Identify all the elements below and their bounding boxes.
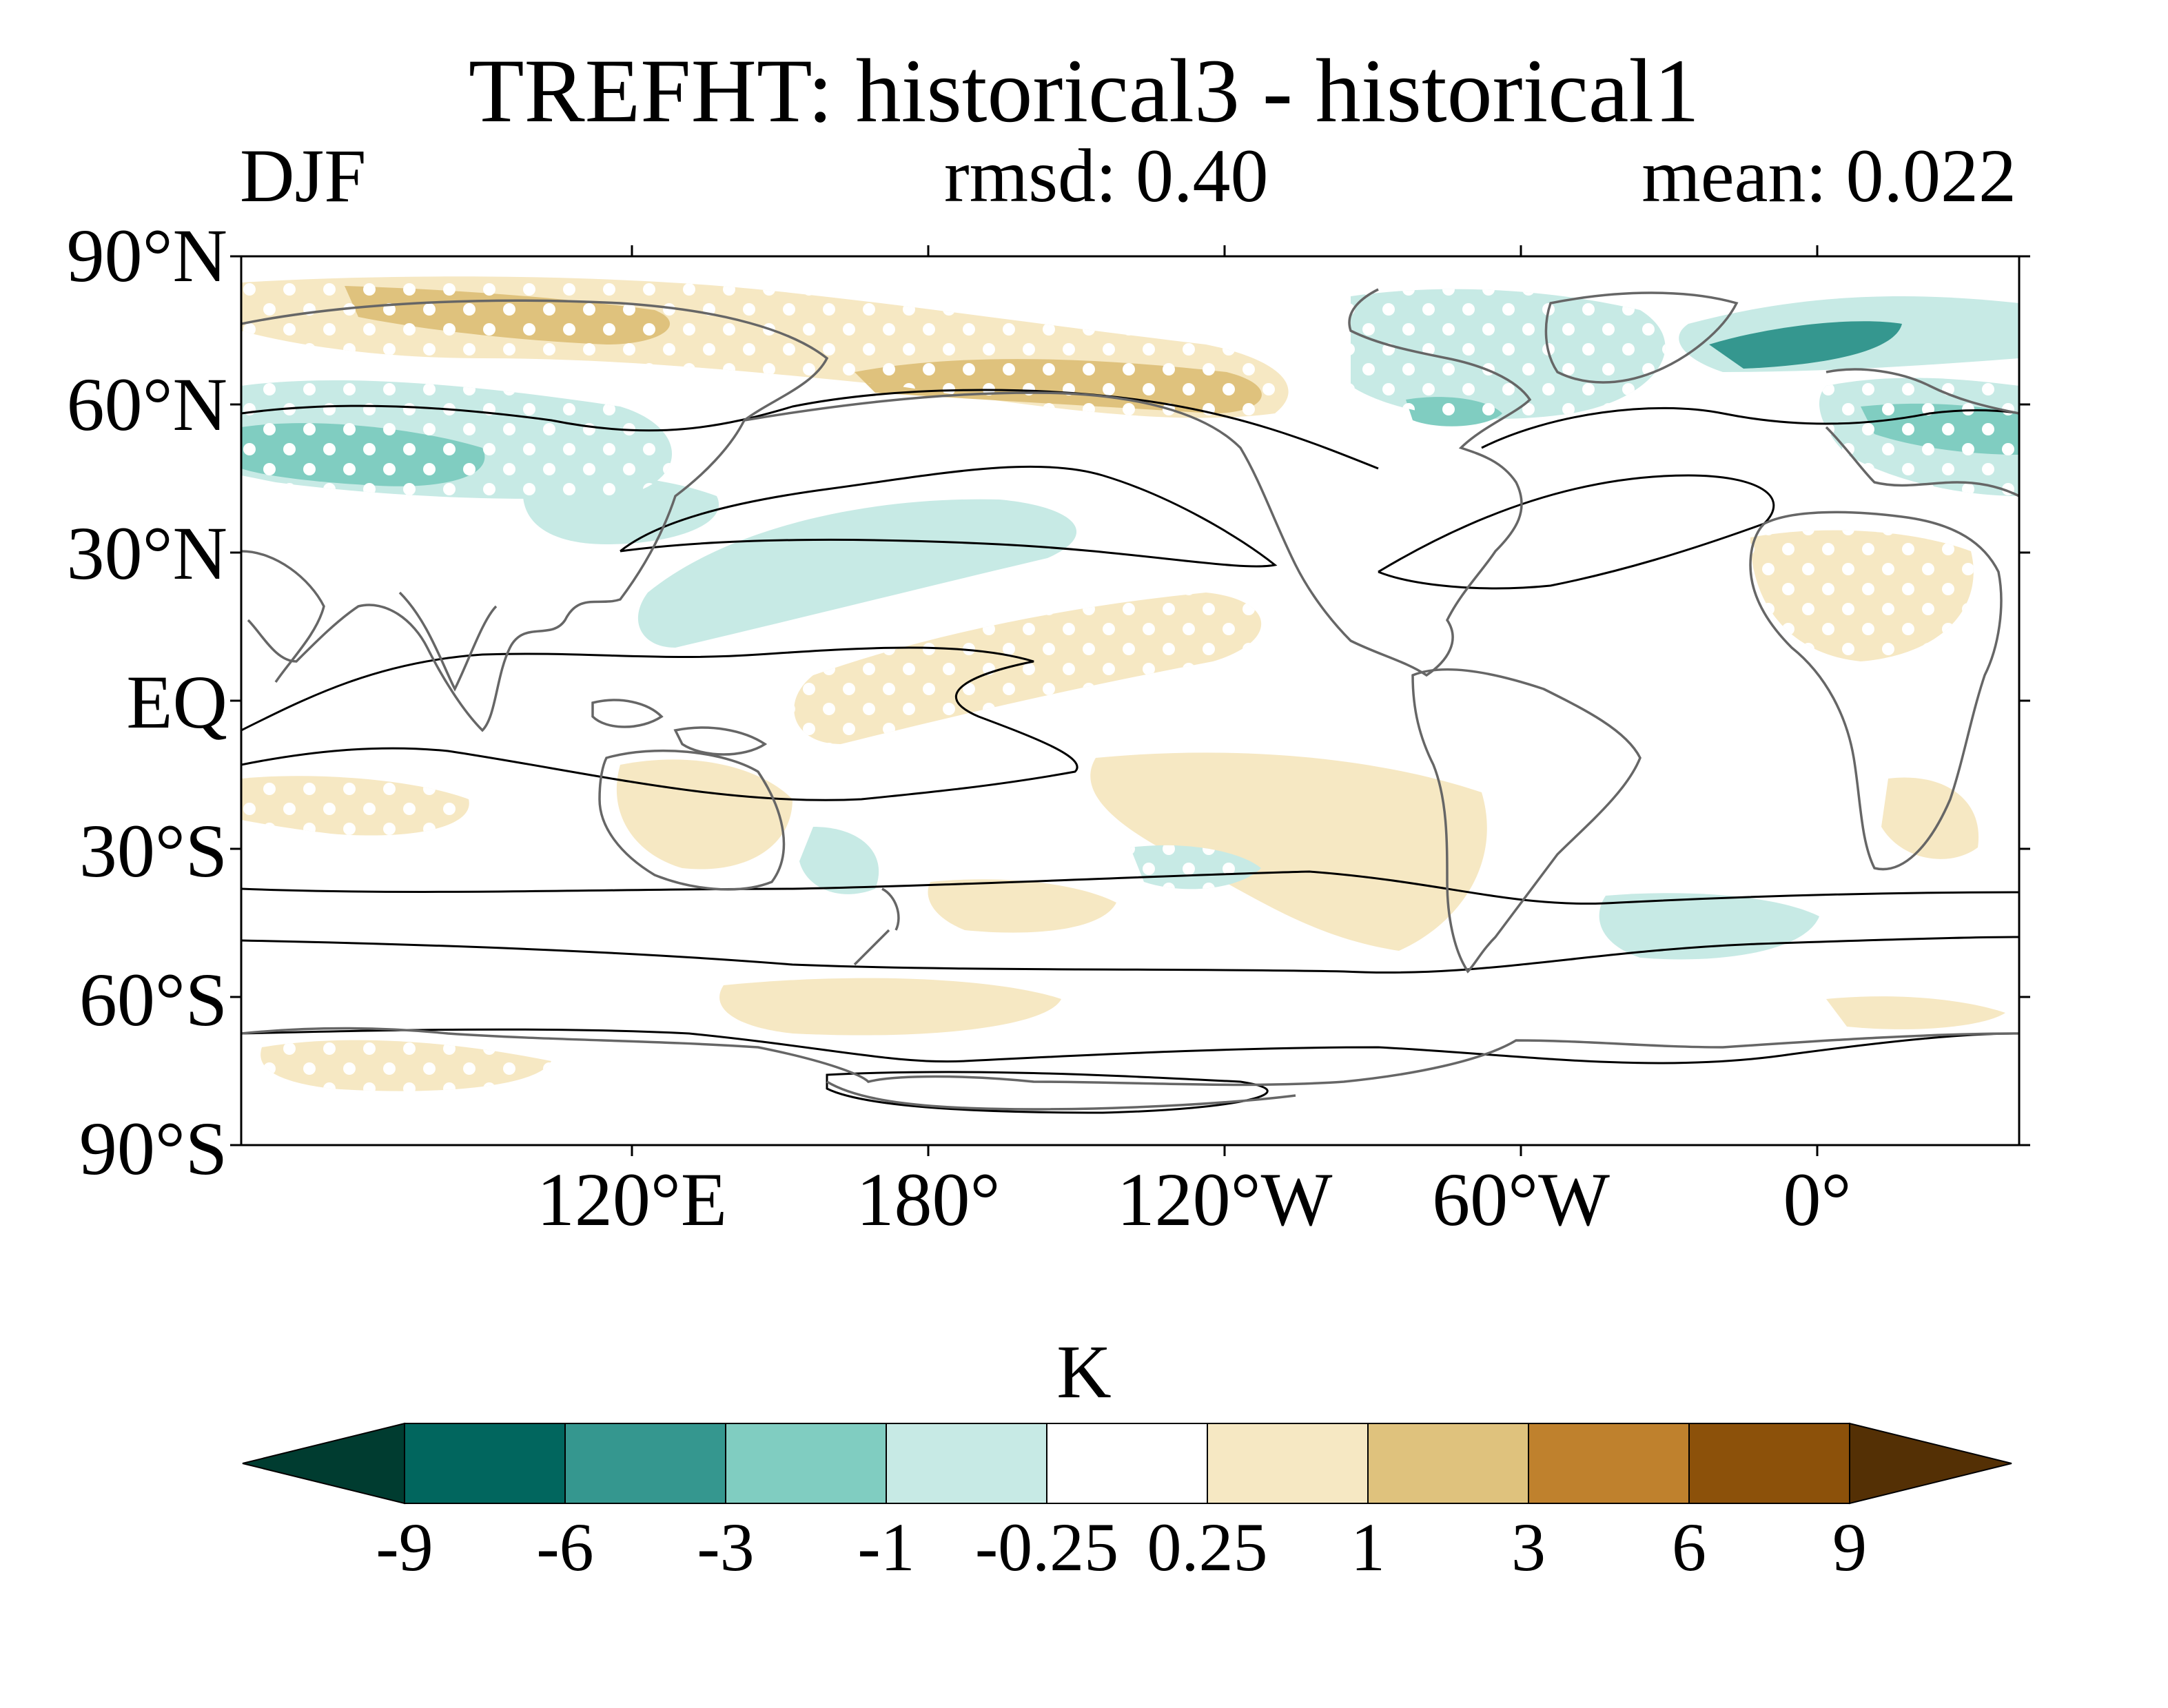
axis-ticks xyxy=(230,245,2030,1156)
colorbar-label-pos1: 1 xyxy=(1351,1509,1385,1585)
colorbar-segment xyxy=(1207,1423,1369,1504)
colorbar-segment xyxy=(725,1423,887,1504)
lat-label-90n: 90°N xyxy=(66,214,227,298)
colorbar-label-neg025: -0.25 xyxy=(974,1509,1119,1585)
colorbar xyxy=(242,1422,2012,1505)
colorbar-label-neg3: -3 xyxy=(697,1509,755,1585)
season-label: DJF xyxy=(240,134,367,218)
lat-label-60s: 60°S xyxy=(79,958,227,1042)
colorbar-label-neg1: -1 xyxy=(857,1509,915,1585)
colorbar-segment xyxy=(404,1423,566,1504)
lat-label-90s: 90°S xyxy=(79,1107,227,1191)
colorbar-segment xyxy=(886,1423,1047,1504)
colorbar-label-pos3: 3 xyxy=(1511,1509,1546,1585)
colorbar-label-pos6: 6 xyxy=(1672,1509,1706,1585)
significance-stippling xyxy=(241,276,2019,1091)
colorbar-label-pos025: 0.25 xyxy=(1147,1509,1268,1585)
colorbar-label-neg6: -6 xyxy=(536,1509,594,1585)
lat-label-30s: 30°S xyxy=(79,809,227,893)
rmsd-label: rmsd: 0.40 xyxy=(944,134,1269,218)
colorbar-extend-low xyxy=(242,1422,405,1505)
map-panel xyxy=(241,256,2019,1145)
plot-title: TREFHT: historical3 - historical1 xyxy=(468,40,1700,141)
coastlines xyxy=(241,288,2019,1111)
lon-label-0: 0° xyxy=(1783,1157,1852,1242)
lon-label-60w: 60°W xyxy=(1432,1157,1610,1242)
colorbar-segment xyxy=(564,1423,726,1504)
lat-label-60n: 60°N xyxy=(66,362,227,446)
colorbar-segment xyxy=(1688,1423,1850,1504)
colorbar-segment xyxy=(1528,1423,1690,1504)
lon-label-120w: 120°W xyxy=(1116,1157,1333,1242)
lon-label-120e: 120°E xyxy=(536,1157,728,1242)
lat-label-eq: EQ xyxy=(126,660,227,744)
colorbar-unit: K xyxy=(1056,1330,1112,1414)
lat-label-30n: 30°N xyxy=(66,511,227,595)
colorbar-segment xyxy=(1046,1423,1208,1504)
colorbar-segment xyxy=(1367,1423,1529,1504)
colorbar-label-neg9: -9 xyxy=(376,1509,433,1585)
climatology-contours xyxy=(241,389,2019,1114)
colorbar-label-pos9: 9 xyxy=(1832,1509,1867,1585)
colorbar-extend-high xyxy=(1849,1422,2012,1505)
mean-label: mean: 0.022 xyxy=(1642,134,2016,218)
lon-label-180: 180° xyxy=(856,1157,1001,1242)
